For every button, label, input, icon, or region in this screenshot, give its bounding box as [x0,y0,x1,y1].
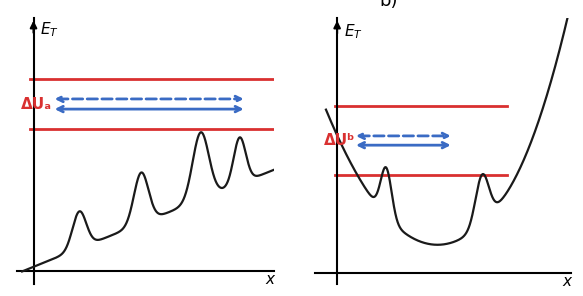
Text: $E_T$: $E_T$ [40,20,59,39]
Text: x: x [563,274,571,289]
Text: ΔUᵇ: ΔUᵇ [324,133,355,148]
Text: $E_T$: $E_T$ [344,22,363,41]
Text: ΔUₐ: ΔUₐ [21,96,52,112]
Text: x: x [265,272,274,287]
Text: b): b) [379,0,398,10]
